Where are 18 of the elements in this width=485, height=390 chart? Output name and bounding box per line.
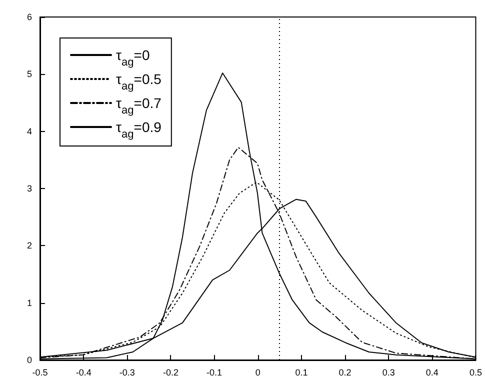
y-tick-label: 0 [26,355,32,365]
x-tick-label: 0.1 [295,368,308,378]
x-tick-label: -0.3 [119,368,135,378]
x-tick-label: 0 [255,368,260,378]
x-tick-label: -0.5 [32,368,48,378]
x-tick-label: 0.2 [338,368,352,378]
y-tick-label: 3 [26,184,32,194]
x-tick-label: 0.4 [426,368,438,378]
y-tick-label: 2 [26,240,32,251]
y-tick-label: 4 [26,126,32,136]
y-tick-label: 1 [26,298,32,308]
y-tick-label: 6 [26,12,32,22]
x-tick-label: -0.1 [206,368,222,378]
x-tick-label: -0.4 [76,368,92,378]
x-tick-label: -0.2 [162,368,178,378]
x-tick-label: 0.5 [469,368,482,378]
y-tick-label: 5 [26,69,32,80]
x-tick-label: 0.3 [382,368,395,378]
